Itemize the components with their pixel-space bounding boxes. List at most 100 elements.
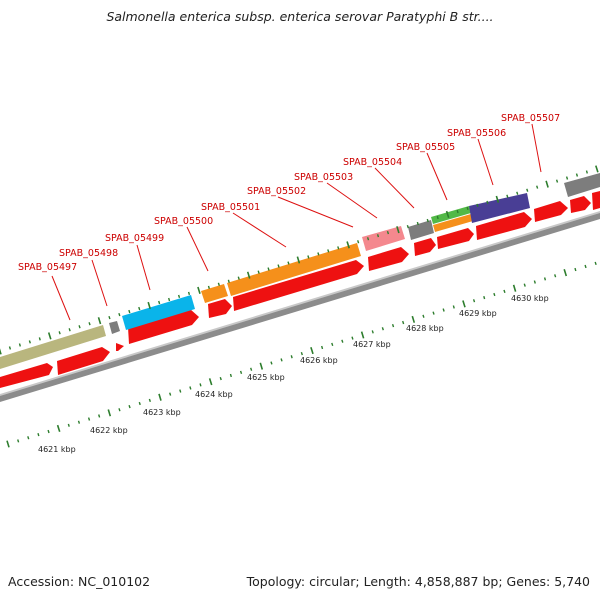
tick-minor bbox=[179, 389, 182, 393]
cds-arrow bbox=[233, 260, 364, 311]
feature-block-gray-small bbox=[109, 321, 120, 334]
tick-row-outer bbox=[0, 165, 599, 355]
tick-major bbox=[197, 286, 201, 294]
tick-minor bbox=[456, 209, 459, 214]
feature-block-gray-right bbox=[564, 173, 600, 197]
cds-arrow bbox=[476, 212, 532, 240]
feature-block-orange-thin bbox=[433, 214, 473, 232]
tick-minor bbox=[27, 436, 30, 440]
cds-arrow bbox=[534, 201, 568, 222]
tick-minor bbox=[67, 423, 70, 427]
tick-major bbox=[396, 226, 400, 234]
tick-minor bbox=[321, 345, 324, 350]
tick-minor bbox=[37, 433, 40, 437]
tick-major bbox=[147, 301, 151, 310]
label-leader-lines bbox=[51, 123, 542, 321]
tick-minor bbox=[47, 429, 50, 434]
kbp-label: 4624 kbp bbox=[195, 390, 233, 399]
cds-arrow bbox=[437, 228, 474, 249]
tick-minor bbox=[237, 276, 240, 280]
tick-minor bbox=[128, 309, 131, 314]
tick-major bbox=[259, 362, 264, 370]
tick-minor bbox=[594, 261, 597, 266]
tick-minor bbox=[8, 346, 12, 350]
cds-arrow bbox=[368, 247, 409, 271]
topology-text: Topology: circular; Length: 4,858,887 bp… bbox=[246, 574, 590, 589]
gene-label: SPAB_05504 bbox=[343, 157, 402, 168]
tick-major bbox=[6, 440, 10, 448]
tick-minor bbox=[555, 179, 559, 183]
tick-minor bbox=[267, 267, 270, 271]
tick-minor bbox=[68, 328, 71, 332]
leader-line bbox=[277, 196, 354, 228]
gene-label: SPAB_05500 bbox=[154, 216, 213, 227]
tick-minor bbox=[516, 191, 519, 195]
kbp-label: 4630 kbp bbox=[511, 294, 549, 303]
leader-line bbox=[531, 123, 542, 173]
tick-minor bbox=[257, 270, 260, 274]
tick-minor bbox=[108, 315, 111, 320]
feature-lane-outer bbox=[0, 173, 600, 369]
leader-line bbox=[232, 212, 287, 248]
tick-major bbox=[296, 256, 301, 264]
leader-line bbox=[374, 167, 415, 209]
tick-minor bbox=[416, 221, 419, 226]
feature-block-green bbox=[431, 206, 471, 224]
tick-minor bbox=[493, 292, 496, 297]
tick-minor bbox=[371, 330, 374, 334]
feature-block-orange-small bbox=[201, 284, 228, 303]
tick-minor bbox=[128, 404, 131, 409]
tick-major bbox=[310, 346, 314, 355]
gene-label: SPAB_05497 bbox=[18, 262, 77, 273]
tick-minor bbox=[565, 176, 569, 180]
leader-line bbox=[326, 182, 378, 219]
tick-minor bbox=[574, 267, 577, 272]
feature-block-orange-large bbox=[227, 243, 361, 296]
tick-minor bbox=[503, 289, 506, 294]
gene-label: SPAB_05507 bbox=[501, 113, 560, 124]
leader-line bbox=[426, 152, 448, 201]
tick-minor bbox=[38, 337, 41, 341]
tick-minor bbox=[452, 305, 455, 309]
tick-minor bbox=[58, 331, 61, 335]
tick-minor bbox=[307, 255, 310, 259]
feature-block-cyan bbox=[122, 295, 195, 330]
tick-minor bbox=[533, 280, 536, 284]
tick-minor bbox=[98, 414, 101, 418]
gene-label: SPAB_05505 bbox=[396, 142, 455, 153]
tick-minor bbox=[207, 285, 210, 289]
tick-minor bbox=[554, 274, 557, 278]
tick-minor bbox=[376, 234, 380, 238]
tick-major bbox=[411, 315, 416, 323]
kbp-label: 4626 kbp bbox=[300, 356, 338, 365]
tick-minor bbox=[229, 373, 232, 378]
gene-label: SPAB_05506 bbox=[447, 128, 506, 139]
cds-lane-inner bbox=[0, 191, 600, 388]
kbp-labels: 4621 kbp 4622 kbp 4623 kbp 4624 kbp 4625… bbox=[38, 294, 549, 454]
tick-minor bbox=[219, 376, 222, 381]
feature-block-khaki bbox=[0, 325, 106, 369]
tick-major bbox=[97, 317, 102, 325]
tick-minor bbox=[177, 294, 181, 299]
tick-major bbox=[158, 393, 162, 401]
gene-labels: SPAB_05497 SPAB_05498 SPAB_05499 SPAB_05… bbox=[18, 113, 560, 273]
tick-minor bbox=[366, 237, 370, 241]
tick-minor bbox=[585, 170, 588, 174]
tick-minor bbox=[168, 297, 171, 302]
tick-minor bbox=[287, 261, 290, 265]
tick-major bbox=[545, 180, 549, 188]
leader-line bbox=[477, 138, 494, 186]
leader-line bbox=[51, 275, 71, 321]
kbp-label: 4628 kbp bbox=[406, 324, 444, 333]
tick-row-inner bbox=[6, 261, 597, 448]
tick-minor bbox=[138, 401, 141, 406]
cds-arrow bbox=[414, 238, 436, 256]
cds-arrow bbox=[592, 191, 600, 210]
tick-minor bbox=[391, 323, 395, 328]
map-title: Salmonella enterica subsp. enterica sero… bbox=[106, 9, 494, 24]
gene-label: SPAB_05501 bbox=[201, 202, 260, 213]
tick-minor bbox=[402, 320, 405, 325]
accession-text: Accession: NC_010102 bbox=[8, 574, 151, 589]
tick-minor bbox=[575, 173, 579, 177]
tick-minor bbox=[526, 188, 529, 192]
